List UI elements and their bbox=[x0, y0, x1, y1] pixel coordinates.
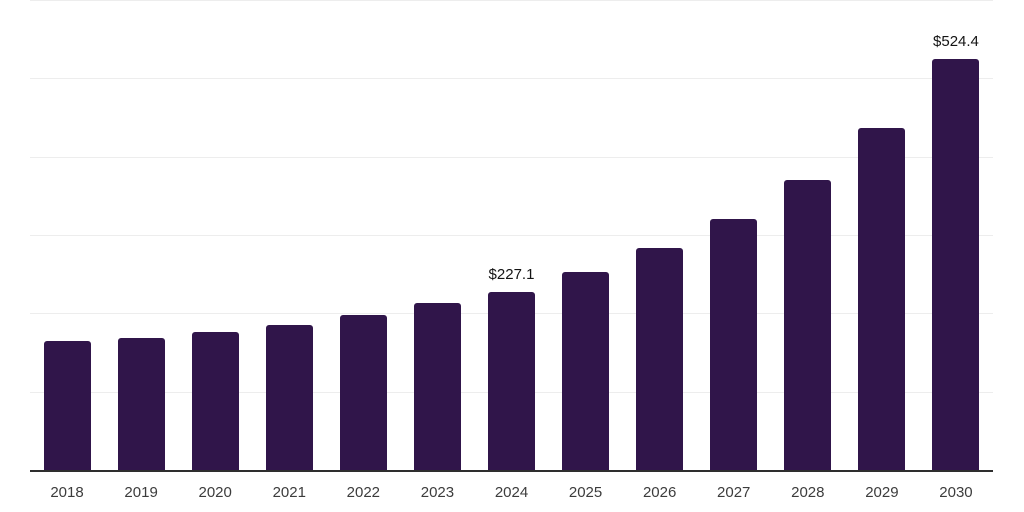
gridline-500 bbox=[30, 78, 993, 80]
x-axis-line bbox=[30, 470, 993, 472]
x-tick-label-2021: 2021 bbox=[272, 484, 306, 501]
x-tick-label-2019: 2019 bbox=[124, 484, 158, 501]
x-tick-label-2023: 2023 bbox=[420, 484, 455, 501]
bar-2028 bbox=[784, 180, 832, 470]
x-tick-label-2028: 2028 bbox=[791, 484, 825, 501]
x-tick-label-2020: 2020 bbox=[198, 484, 232, 501]
x-tick-label-2030: 2030 bbox=[939, 484, 973, 501]
x-tick-label-2018: 2018 bbox=[50, 484, 84, 501]
bar-2030 bbox=[932, 59, 980, 470]
x-tick-label-2026: 2026 bbox=[642, 484, 677, 501]
data-label-2030: $524.4 bbox=[933, 33, 979, 51]
plot-area: $227.1 $524.4 bbox=[30, 0, 993, 472]
data-label-2024: $227.1 bbox=[488, 266, 535, 284]
bar-2024 bbox=[488, 292, 535, 470]
gridline-400 bbox=[30, 156, 993, 158]
bar-2026 bbox=[636, 247, 684, 470]
bar-2018 bbox=[43, 340, 91, 470]
x-tick-label-2025: 2025 bbox=[568, 484, 603, 501]
bar-2029 bbox=[858, 128, 906, 470]
bar-2027 bbox=[710, 218, 758, 470]
gridline-600 bbox=[30, 0, 993, 1]
bar-2021 bbox=[265, 325, 313, 470]
bar-2022 bbox=[339, 314, 387, 470]
gridline-300 bbox=[30, 235, 993, 236]
x-tick-label-2029: 2029 bbox=[865, 484, 899, 501]
x-tick-label-2024: 2024 bbox=[494, 484, 529, 501]
bar-2019 bbox=[117, 338, 165, 470]
x-tick-label-2027: 2027 bbox=[717, 484, 751, 501]
bar-2025 bbox=[562, 271, 610, 470]
bar-2020 bbox=[191, 332, 239, 470]
bar-2023 bbox=[413, 303, 461, 470]
x-tick-label-2022: 2022 bbox=[346, 484, 381, 501]
